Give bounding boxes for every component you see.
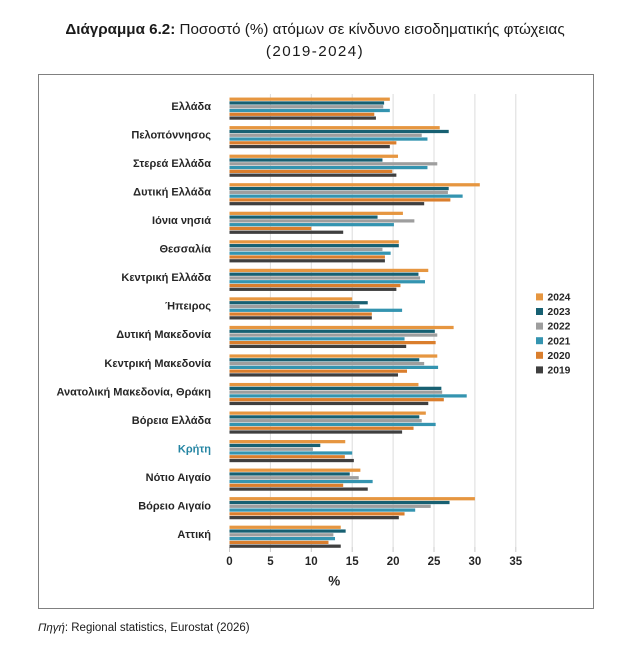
- svg-text:Κεντρική Μακεδονία: Κεντρική Μακεδονία: [104, 358, 211, 370]
- svg-text:Βόρειο Αιγαίο: Βόρειο Αιγαίο: [138, 500, 211, 512]
- svg-text:Δυτική Ελλάδα: Δυτική Ελλάδα: [133, 187, 211, 199]
- svg-text:Πελοπόννησος: Πελοπόννησος: [131, 129, 211, 141]
- svg-text:2019: 2019: [548, 366, 571, 377]
- svg-text:25: 25: [428, 556, 441, 568]
- svg-text:%: %: [328, 574, 340, 589]
- svg-text:30: 30: [469, 556, 482, 568]
- svg-text:10: 10: [305, 556, 318, 568]
- svg-text:5: 5: [267, 556, 274, 568]
- svg-text:2021: 2021: [548, 336, 571, 347]
- svg-text:15: 15: [346, 556, 359, 568]
- svg-text:0: 0: [226, 556, 232, 568]
- svg-text:2020: 2020: [548, 351, 571, 362]
- svg-text:Κρήτη: Κρήτη: [178, 443, 211, 455]
- svg-text:20: 20: [387, 556, 400, 568]
- svg-text:Αττική: Αττική: [177, 529, 211, 541]
- svg-text:2023: 2023: [548, 307, 571, 318]
- svg-text:Στερεά Ελλάδα: Στερεά Ελλάδα: [133, 158, 211, 170]
- svg-text:Βόρεια Ελλάδα: Βόρεια Ελλάδα: [132, 415, 211, 427]
- svg-text:35: 35: [509, 556, 522, 568]
- svg-text:Νότιο Αιγαίο: Νότιο Αιγαίο: [146, 472, 212, 484]
- svg-text:Ιόνια νησιά: Ιόνια νησιά: [152, 215, 211, 227]
- svg-text:Ήπειρος: Ήπειρος: [165, 301, 211, 313]
- svg-text:Κεντρική Ελλάδα: Κεντρική Ελλάδα: [121, 272, 211, 284]
- svg-text:2024: 2024: [548, 293, 571, 304]
- svg-text:Ελλάδα: Ελλάδα: [171, 101, 211, 113]
- svg-text:Δυτική Μακεδονία: Δυτική Μακεδονία: [116, 329, 211, 341]
- svg-text:2022: 2022: [548, 322, 571, 333]
- svg-text:Θεσσαλία: Θεσσαλία: [159, 244, 211, 256]
- svg-text:Ανατολική Μακεδονία, Θράκη: Ανατολική Μακεδονία, Θράκη: [56, 386, 211, 398]
